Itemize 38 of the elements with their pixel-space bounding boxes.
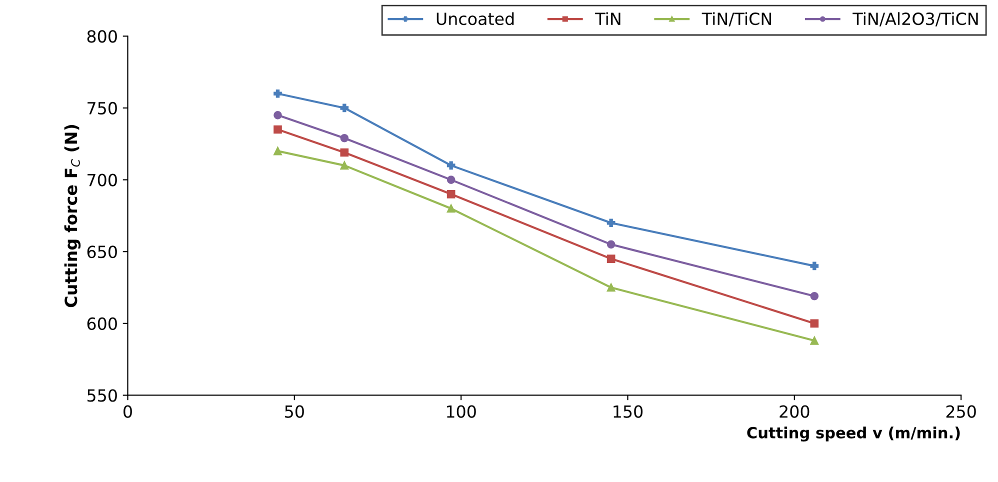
point [606, 218, 616, 228]
y-tick-label: 550 [87, 389, 117, 402]
point [340, 104, 349, 112]
point [446, 176, 456, 184]
point [340, 134, 349, 142]
point [606, 254, 616, 263]
point [810, 319, 819, 328]
point [446, 161, 456, 170]
point [274, 110, 282, 120]
y-tick-label: 600 [87, 317, 117, 330]
x-tick-label: 100 [447, 405, 476, 418]
y-tick-label: 700 [88, 174, 117, 186]
point [446, 204, 456, 213]
x-tick-label: 0 [124, 405, 132, 418]
x-tick-label: 200 [780, 405, 810, 418]
point [810, 292, 819, 300]
legend-label: TiN/Al2O3/TiCN [852, 12, 978, 26]
point [446, 190, 456, 198]
point [340, 161, 349, 170]
point [606, 283, 616, 292]
x-axis-title: Cutting speed v (m/min.) [747, 426, 960, 442]
legend-label: Uncoated [436, 12, 514, 26]
y-tick-label: 800 [87, 30, 117, 43]
point [340, 148, 349, 157]
point [810, 336, 819, 345]
x-tick-label: 150 [614, 405, 643, 418]
x-tick-label: 250 [946, 405, 976, 418]
y-axis-title: Cutting force F$_{C}$ (N) [64, 124, 81, 308]
y-tick-label: 750 [88, 102, 117, 115]
point [274, 125, 282, 134]
y-tick-label: 650 [87, 246, 117, 258]
point [810, 262, 819, 270]
point [274, 146, 282, 156]
legend-label: TiN/TiCN [702, 12, 772, 26]
legend-label: TiN [595, 12, 620, 25]
x-tick-label: 50 [285, 405, 304, 418]
point [274, 89, 282, 98]
point [606, 240, 616, 249]
